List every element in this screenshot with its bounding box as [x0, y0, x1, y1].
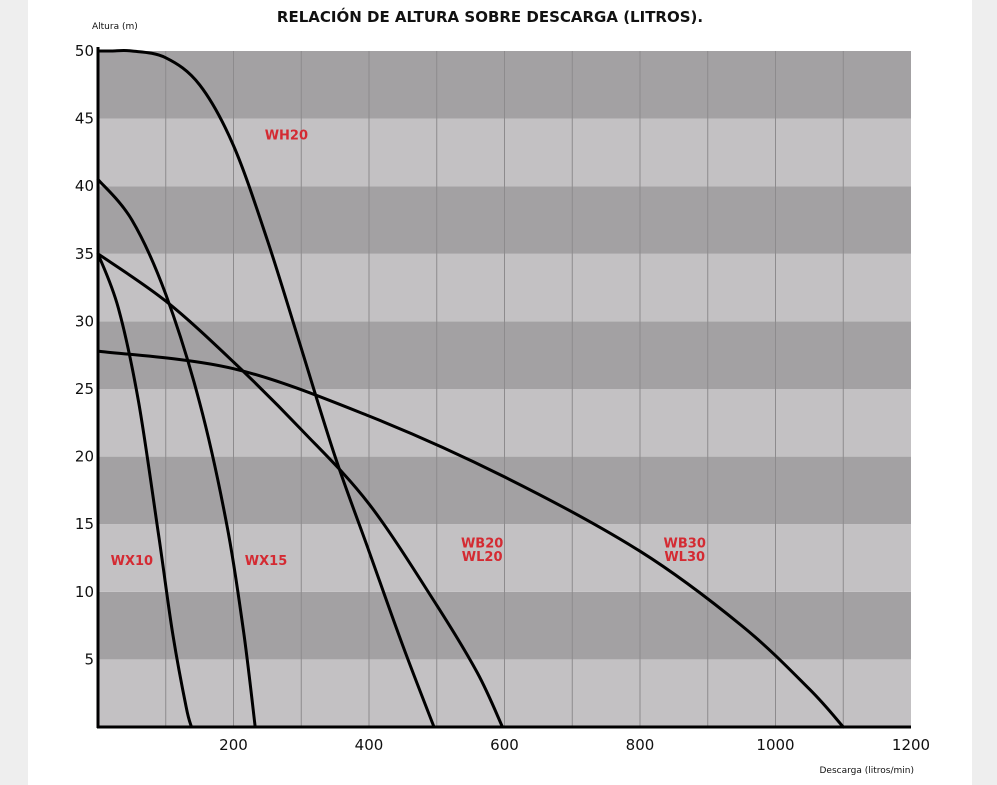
series-line-wb20-wl20: [96, 252, 504, 729]
y-tick-label-10: 10: [75, 583, 94, 601]
y-tick-label-25: 25: [75, 380, 94, 398]
y-tick-label-30: 30: [75, 312, 94, 330]
x-tick-label-1200: 1200: [892, 736, 930, 754]
chart-frame: 5 10 15 20 25 30 35 40 45 50 200 400 600 800 1000 1200…: [28, 0, 972, 785]
x-tick-labels: 200 400 600 800 1000 1200: [219, 736, 930, 754]
series-line-wh20: [96, 49, 436, 729]
y-tick-label-40: 40: [75, 177, 94, 195]
series-label-wl20: WL20: [462, 550, 503, 565]
y-tick-label-50: 50: [75, 42, 94, 60]
series-label-wb30: WB30: [664, 537, 706, 552]
y-tick-label-45: 45: [75, 110, 94, 128]
y-tick-label-35: 35: [75, 245, 94, 263]
series-label-wb20: WB20: [461, 537, 503, 552]
series-label-wl30: WL30: [664, 550, 705, 565]
x-tick-label-600: 600: [490, 736, 519, 754]
chart: 5 10 15 20 25 30 35 40 45 50 200 400 600 800 1000 1200…: [75, 7, 930, 776]
y-tick-label-5: 5: [84, 650, 94, 668]
series-label-wx10: WX10: [111, 554, 153, 569]
y-tick-labels: 5 10 15 20 25 30 35 40 45 50: [75, 42, 94, 668]
x-tick-label-1000: 1000: [756, 736, 794, 754]
x-tick-label-800: 800: [626, 736, 655, 754]
y-axis-label: Altura (m): [92, 22, 138, 32]
series-line-wx10: [96, 252, 193, 729]
x-tick-label-400: 400: [355, 736, 384, 754]
series-line-wx15: [96, 177, 257, 729]
curves: [96, 49, 845, 729]
series-label-wh20: WH20: [265, 128, 308, 143]
x-axis-label: Descarga (litros/min): [819, 766, 914, 776]
y-tick-label-15: 15: [75, 515, 94, 533]
series-line-wb30-wl30: [96, 349, 845, 729]
series-label-wx15: WX15: [245, 554, 287, 569]
chart-title: RELACIÓN DE ALTURA SOBRE DESCARGA (LITRO…: [277, 7, 703, 26]
x-tick-label-200: 200: [219, 736, 248, 754]
y-tick-label-20: 20: [75, 448, 94, 466]
